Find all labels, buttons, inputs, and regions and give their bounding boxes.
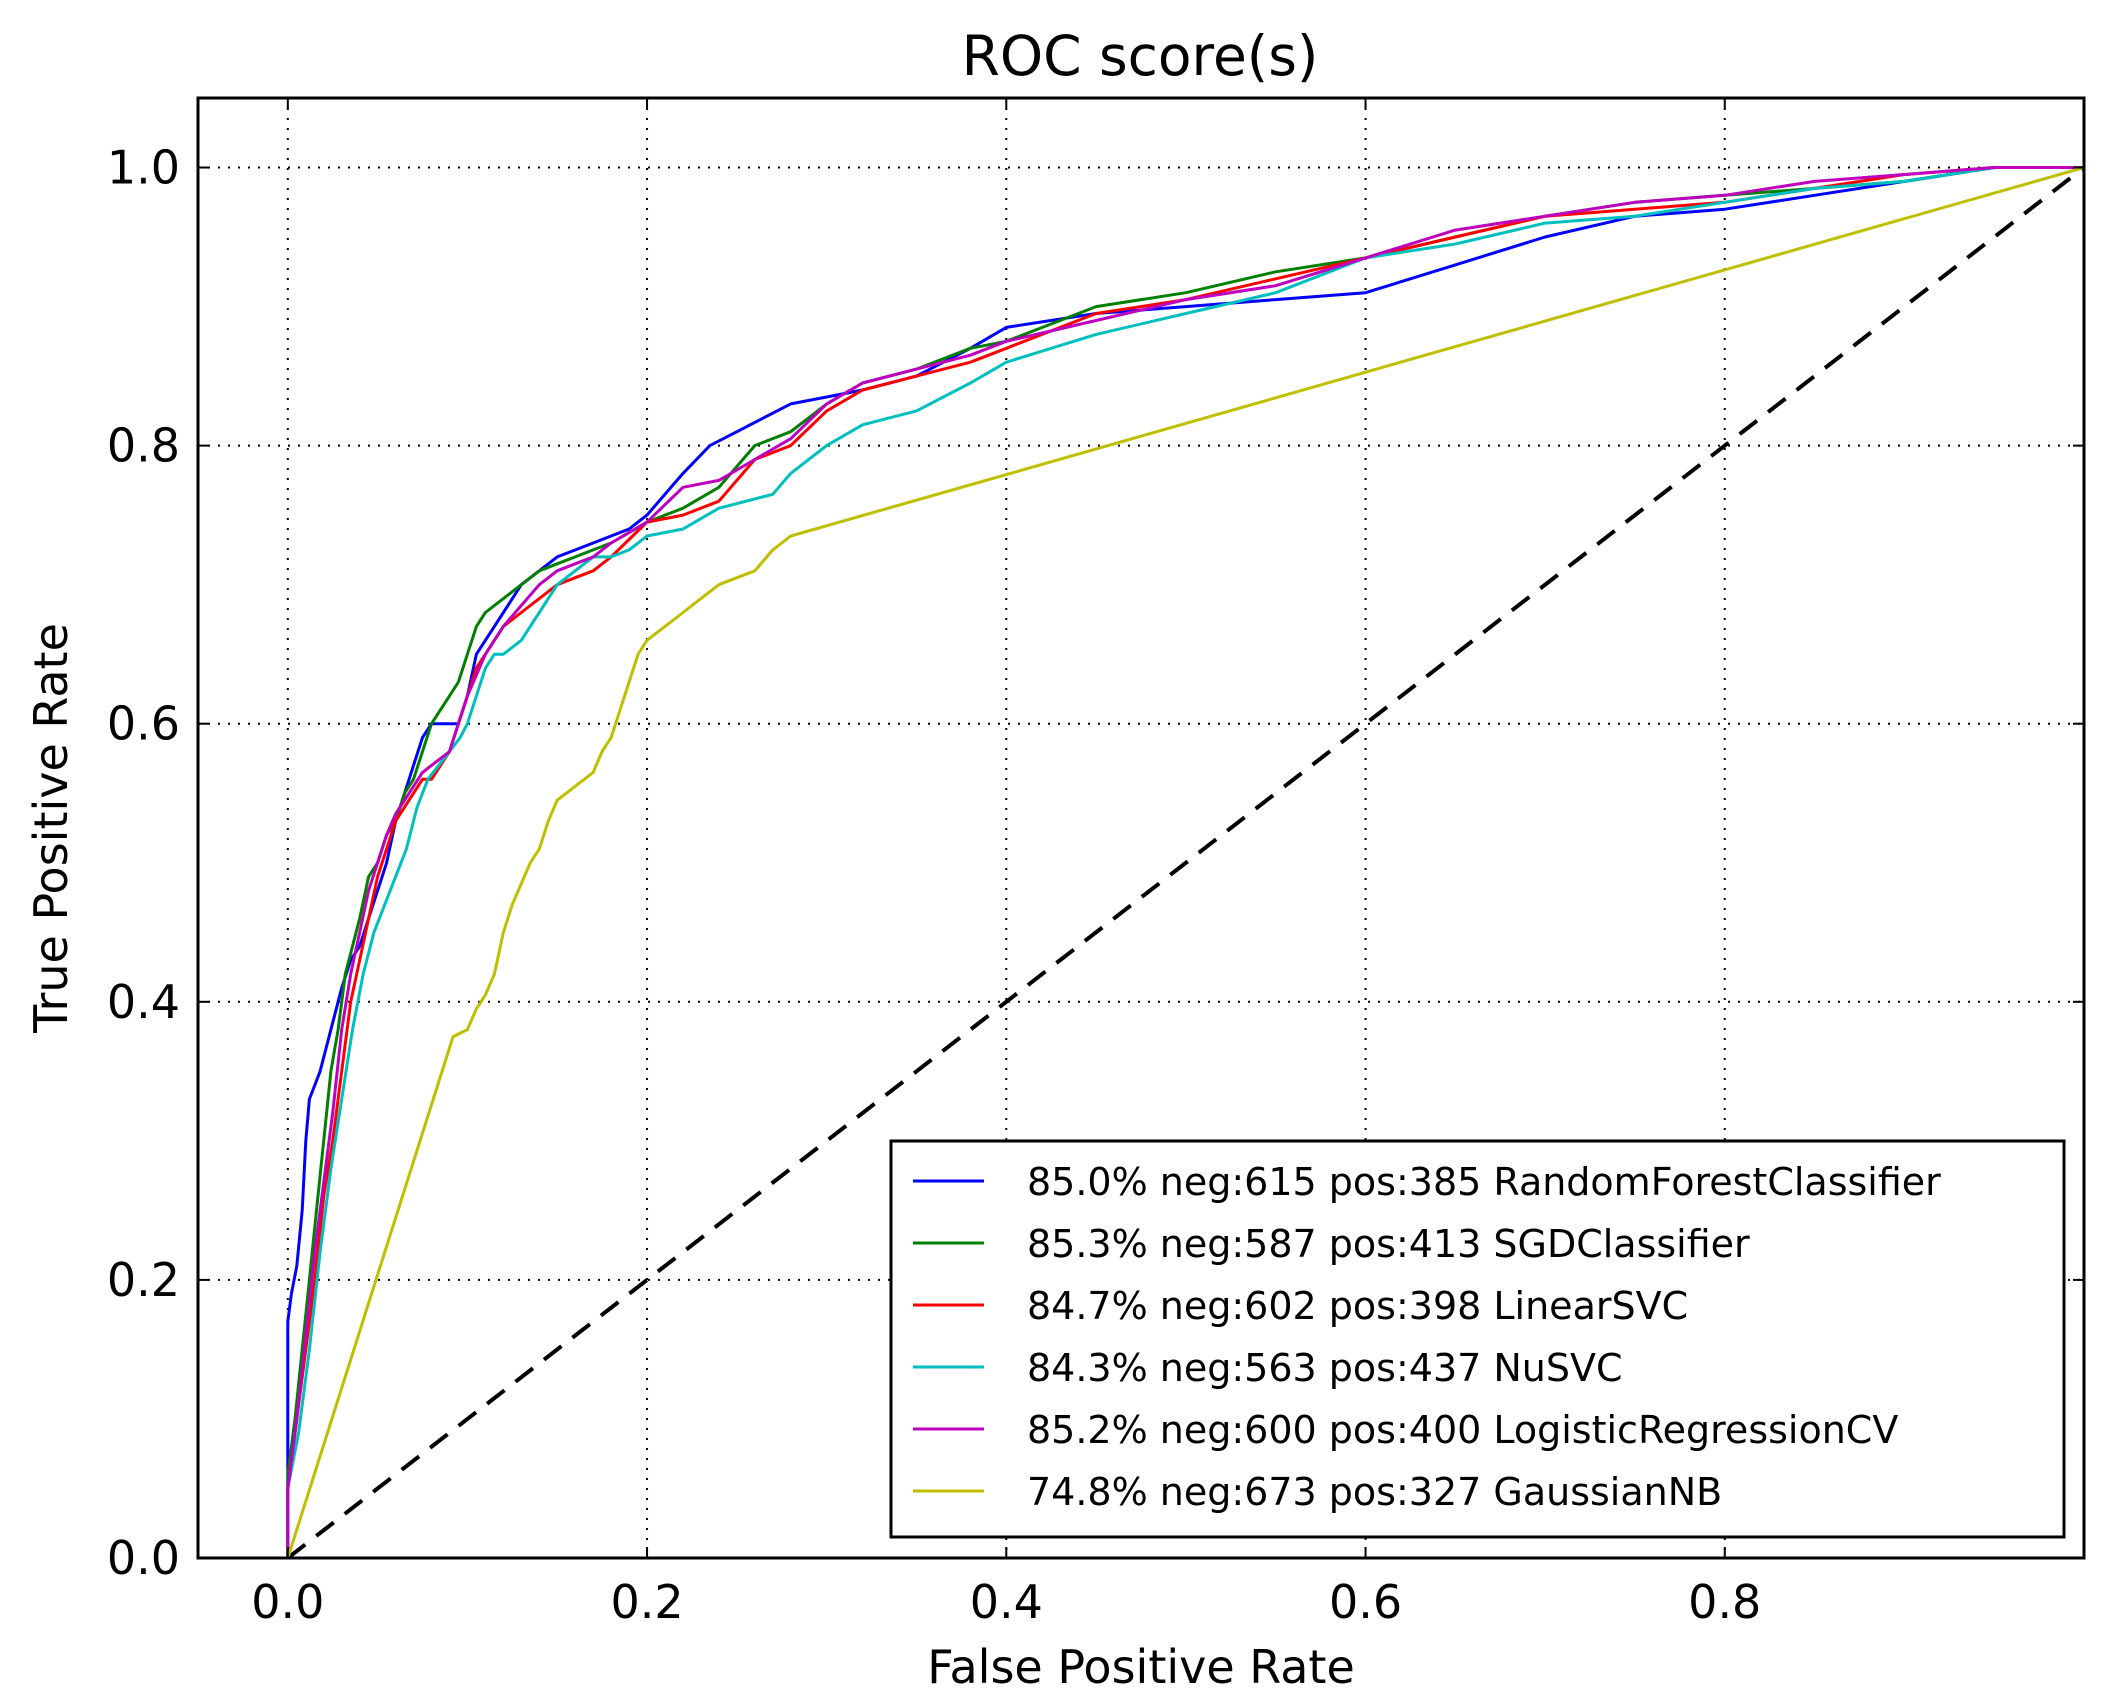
x-tick-label: 0.0 — [251, 1575, 324, 1629]
y-tick-label: 0.2 — [107, 1253, 180, 1307]
legend: 85.0% neg:615 pos:385 RandomForestClassi… — [889, 1139, 2066, 1539]
series-line-3 — [286, 166, 2084, 1558]
legend-label: 84.7% neg:602 pos:398 LinearSVC — [1027, 1284, 1688, 1328]
y-tick-label: 0.0 — [107, 1531, 180, 1585]
series-line-5 — [286, 166, 2084, 1558]
legend-label: 74.8% neg:673 pos:327 GaussianNB — [1027, 1470, 1722, 1514]
legend-label: 85.3% neg:587 pos:413 SGDClassifier — [1027, 1222, 1750, 1266]
y-tick-label: 0.6 — [107, 697, 180, 751]
axis-ticks: 0.0 0.2 0.4 0.6 0.8 0.0 0.2 0.4 0.6 0.8 1.0 — [107, 98, 2084, 1629]
chance-diagonal — [286, 165, 2086, 1560]
series-line-2 — [286, 166, 2084, 1558]
series-line-4 — [286, 166, 2084, 1558]
diagonal-line — [286, 165, 2086, 1560]
x-tick-label: 0.8 — [1688, 1575, 1761, 1629]
x-axis-title: False Positive Rate — [927, 1640, 1355, 1694]
chart-title: ROC score(s) — [962, 24, 1319, 88]
x-tick-label: 0.6 — [1329, 1575, 1402, 1629]
y-axis-title: True Positive Rate — [24, 623, 78, 1034]
y-tick-label: 1.0 — [107, 141, 180, 195]
x-tick-label: 0.4 — [970, 1575, 1043, 1629]
y-tick-label: 0.8 — [107, 419, 180, 473]
legend-label: 85.2% neg:600 pos:400 LogisticRegression… — [1027, 1408, 1898, 1452]
series-line-6 — [286, 166, 2085, 1559]
legend-label: 85.0% neg:615 pos:385 RandomForestClassi… — [1027, 1160, 1941, 1204]
plot-frame — [196, 96, 2086, 1560]
x-tick-label: 0.2 — [610, 1575, 683, 1629]
legend-box — [889, 1139, 2066, 1539]
y-tick-label: 0.4 — [107, 975, 180, 1029]
series-line-1 — [286, 166, 2084, 1558]
legend-label: 84.3% neg:563 pos:437 NuSVC — [1027, 1346, 1623, 1390]
roc-curves — [286, 166, 2085, 1559]
